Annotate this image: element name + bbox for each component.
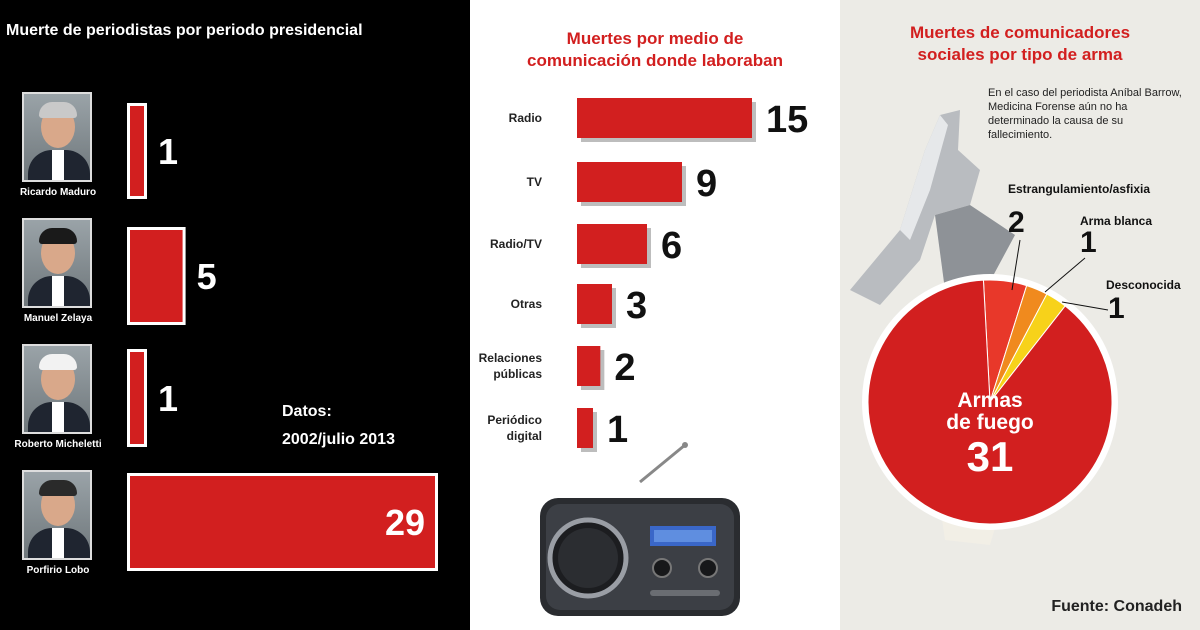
panel-media-type: Muertes por medio de comunicación donde … [470,0,840,630]
bar [577,224,647,264]
bar-group: 3 [577,284,647,328]
pie-value-estrangulamiento: 2 [1008,206,1025,239]
panel3-title-line1: Muertes de comunicadores [909,23,1131,42]
bar-value: 1 [158,131,178,172]
pie-value-arma-blanca: 1 [1080,226,1097,259]
bar-value: 29 [385,502,425,543]
bar-value: 1 [607,409,628,451]
bar [577,162,682,202]
bar-value: 2 [614,347,635,389]
pie-value-desconocida: 1 [1108,292,1125,325]
bar-group: 15 [577,98,808,142]
pie-label-estrangulamiento: Estrangulamiento/asfixia [1008,182,1151,196]
source-credit: Fuente: Conadeh [1051,598,1182,615]
president-name: Roberto Micheletti [14,439,102,450]
pie-leader-line [1044,257,1086,293]
category-label: Relaciones públicas [478,351,542,381]
bar-value: 15 [766,99,808,141]
president-name: Manuel Zelaya [23,313,93,324]
chart-weapon-deaths [850,110,1118,545]
bar [577,408,593,448]
chart-presidential-deaths: 1 5 1 29 [127,103,438,571]
data-note-line1: Datos: [282,403,332,420]
bar [577,346,601,386]
pie-label-arma-blanca: Arma blanca [1080,214,1153,228]
bar [130,476,435,568]
weapon-pie-chart [862,274,1118,530]
category-label: Radio [508,111,542,125]
panel2-title-line1: Muertes por medio de [566,29,744,48]
pie-label-desconocida: Desconocida [1106,278,1181,292]
bar [577,98,752,138]
bar-group: 2 [577,346,635,390]
chart-media-deaths: 15 963 2 1 [540,98,808,616]
bar [130,230,183,322]
pie-slice [867,279,1113,525]
panel1-title: Muerte de periodistas por periodo presid… [6,22,363,39]
category-label: Radio/TV [489,237,542,251]
bar-group: 1 [577,408,628,452]
bar [577,284,612,324]
category-label: Otras [510,297,542,311]
bar-value: 5 [197,256,217,297]
category-label: TV [526,175,542,189]
panel3-title: Muertes de comunicadores sociales por ti… [840,22,1200,66]
panel2-title-line2: comunicación donde laboraban [527,51,783,70]
bar-group: 1 [127,349,178,447]
bar-value: 6 [661,225,682,267]
president-photo [22,218,92,308]
president-name: Ricardo Maduro [19,187,97,198]
bar [130,106,144,196]
panel-weapon-type: Muertes de comunicadores sociales por ti… [840,0,1200,630]
bar-group: 6 [577,224,682,268]
pie-leader-line [1061,301,1109,311]
pie-leader-line [1011,239,1021,291]
panel-presidential-period: Muerte de periodistas por periodo presid… [0,0,470,630]
president-name: Porfirio Lobo [26,565,90,576]
president-photo [22,470,92,560]
category-label: Periódico digital [487,413,542,443]
pie-label-armas-fuego: Armas de fuego [946,389,1034,434]
president-photo [22,92,92,182]
bar-group: 9 [577,162,717,206]
barrow-case-note: En el caso del periodista Aníbal Barrow,… [988,87,1182,141]
bar-group: 1 [127,103,178,199]
data-period-note: Datos: 2002/julio 2013 [282,398,395,454]
panel2-title: Muertes por medio de comunicación donde … [470,28,840,72]
president-photo [22,344,92,434]
radio-device-icon [540,442,740,616]
bar [130,352,144,444]
pie-value-armas-fuego: 31 [966,433,1014,480]
bar-group: 5 [127,227,217,325]
bar-group: 29 [127,473,438,571]
data-note-line2: 2002/julio 2013 [282,431,395,448]
bar-value: 9 [696,163,717,205]
bar-value: 3 [626,285,647,327]
panel3-title-line2: sociales por tipo de arma [917,45,1123,64]
bar-value: 1 [158,378,178,419]
